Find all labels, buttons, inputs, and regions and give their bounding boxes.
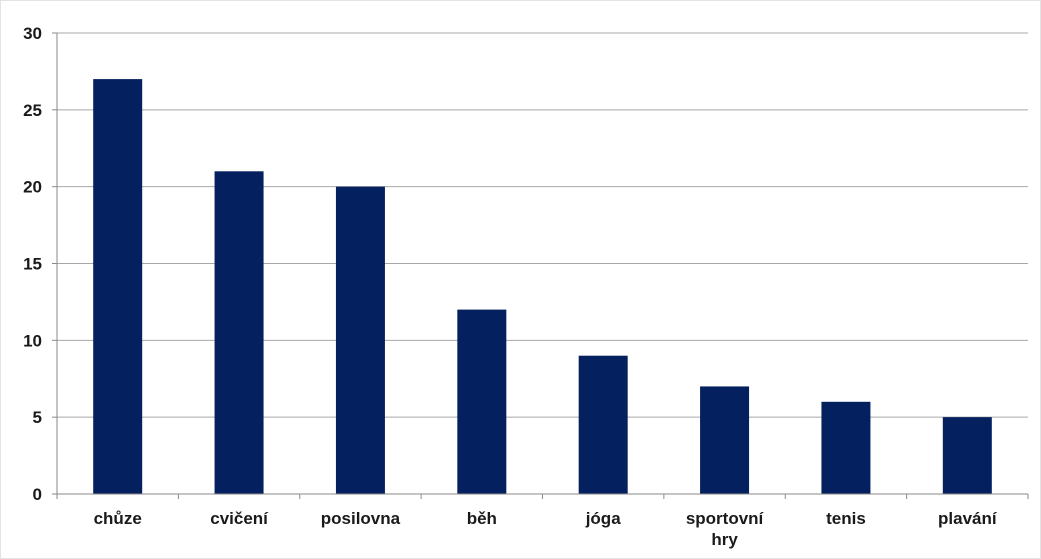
bar	[335, 186, 385, 494]
x-category-label: chůze	[94, 509, 142, 528]
x-category-label: plavání	[938, 509, 998, 528]
bar	[821, 401, 871, 494]
x-category-label: posilovna	[321, 509, 401, 528]
x-category-label-line: sportovní	[686, 509, 765, 528]
bar	[578, 355, 628, 494]
x-category-label: tenis	[826, 509, 866, 528]
x-category-label-line: hry	[711, 530, 738, 549]
x-category-label: cvičení	[210, 509, 269, 528]
gridlines	[57, 32, 1028, 418]
x-category-label: běh	[467, 509, 497, 528]
bar	[457, 309, 507, 494]
y-tick-label: 25	[23, 101, 42, 120]
x-category-label-line: cvičení	[210, 509, 269, 528]
y-tick-labels: 0 5 10 15 20 25 30	[23, 24, 42, 504]
x-category-label-line: chůze	[94, 509, 142, 528]
x-category-label-line: jóga	[585, 509, 621, 528]
bar	[942, 417, 992, 494]
x-category-label-line: posilovna	[321, 509, 401, 528]
x-category-label: jóga	[585, 509, 621, 528]
bar	[214, 171, 264, 495]
bars	[93, 79, 992, 495]
y-tick-label: 10	[23, 331, 42, 350]
y-tick-label: 0	[33, 485, 42, 504]
x-category-label-line: tenis	[826, 509, 866, 528]
axes	[52, 32, 1029, 499]
x-category-labels: chůze cvičení posilovna běh jóga sportovní hry…	[94, 509, 998, 549]
y-tick-label: 20	[23, 178, 42, 197]
bar	[700, 386, 750, 494]
bar	[93, 79, 143, 494]
x-category-label-line: běh	[467, 509, 497, 528]
x-category-label: sportovní hry	[686, 509, 765, 549]
x-category-label-line: plavání	[938, 509, 998, 528]
y-tick-label: 15	[23, 255, 42, 274]
y-tick-label: 5	[33, 408, 42, 427]
y-tick-label: 30	[23, 24, 42, 43]
